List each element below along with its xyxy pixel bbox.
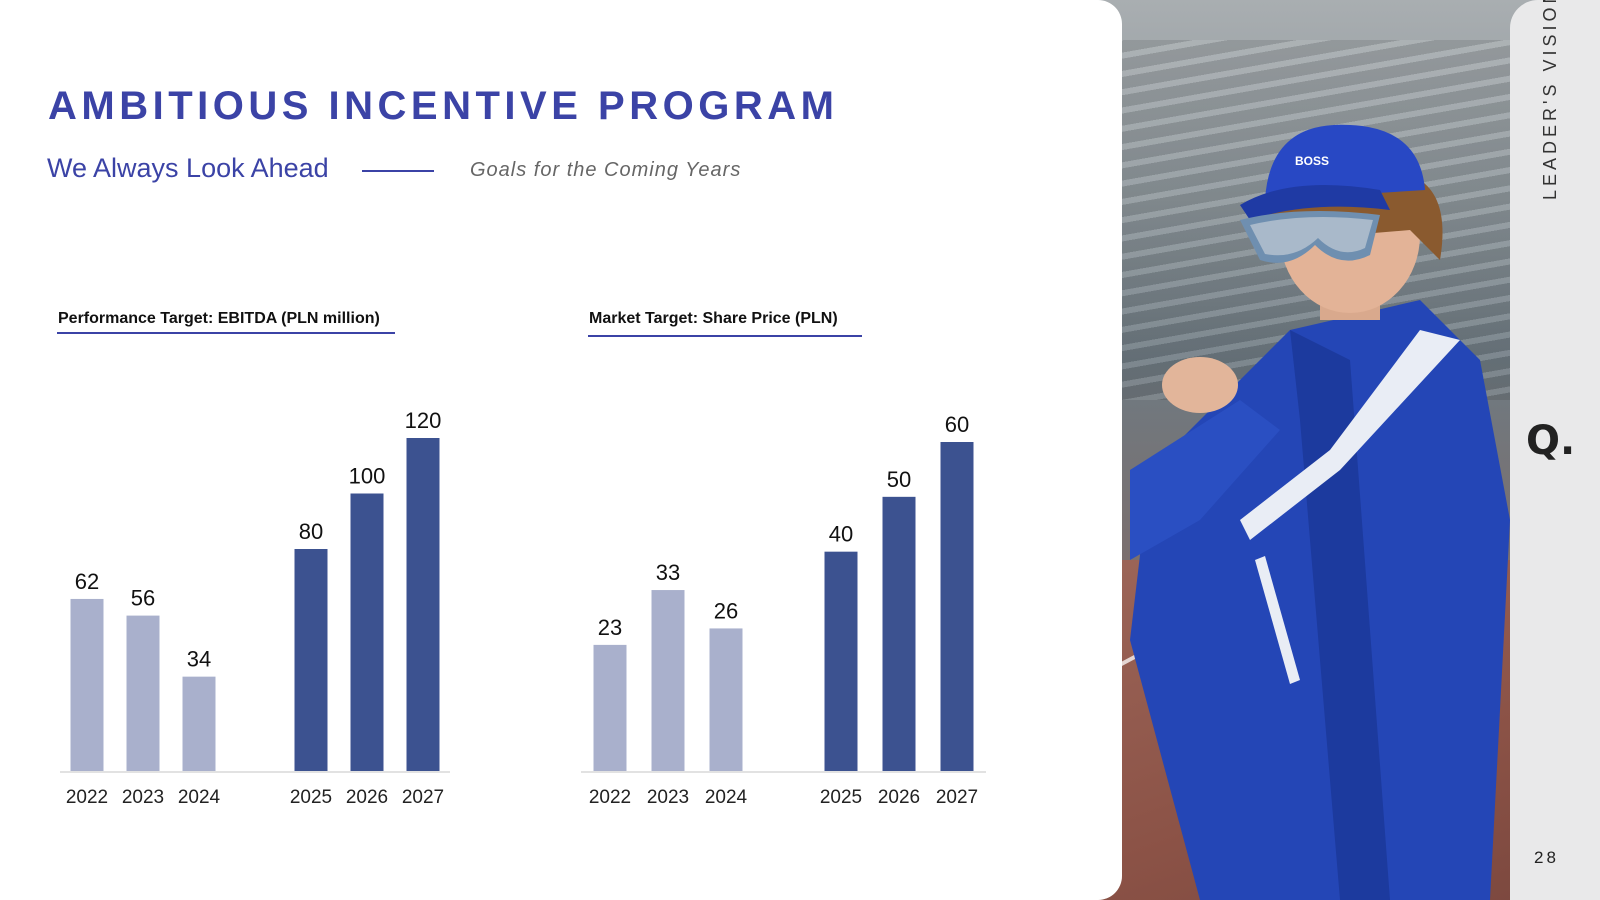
- data-label-2022: 23: [598, 615, 622, 640]
- x-tick-label-2027: 2027: [936, 787, 978, 808]
- x-tick-label-2023: 2023: [122, 787, 164, 808]
- bar-2027: [406, 438, 440, 771]
- chart-share-price-title: Market Target: Share Price (PLN): [589, 310, 838, 327]
- bar-2024: [709, 628, 743, 771]
- data-label-2023: 56: [131, 586, 155, 611]
- bar-2025: [294, 549, 328, 771]
- side-strip: [1510, 0, 1600, 900]
- x-tick-label-2026: 2026: [878, 787, 920, 808]
- athlete-figure: BOSS: [1130, 124, 1510, 900]
- x-tick-label-2022: 2022: [66, 787, 108, 808]
- page-tagline: Goals for the Coming Years: [470, 159, 742, 181]
- x-tick-label-2022: 2022: [589, 787, 631, 808]
- x-tick-label-2025: 2025: [290, 787, 332, 808]
- x-tick-label-2025: 2025: [820, 787, 862, 808]
- bar-2023: [126, 615, 160, 771]
- data-label-2027: 60: [945, 412, 969, 437]
- bar-2022: [70, 598, 104, 771]
- x-tick-label-2024: 2024: [705, 787, 748, 808]
- chart-ebitda-title-underline: [57, 332, 395, 334]
- data-label-2025: 40: [829, 522, 853, 547]
- x-tick-label-2024: 2024: [178, 787, 221, 808]
- chart-ebitda: 62 2022 56 2023 34 2024 80 2025 100 2026 120 2027: [60, 408, 450, 808]
- bar-2023: [651, 590, 685, 771]
- cap-logo-text: BOSS: [1295, 154, 1329, 168]
- data-label-2027: 120: [405, 408, 442, 433]
- bar-2026: [350, 493, 384, 771]
- page-title: AMBITIOUS INCENTIVE PROGRAM: [48, 84, 839, 128]
- data-label-2024: 34: [187, 647, 211, 672]
- bar-2027: [940, 442, 974, 771]
- chart-ebitda-title: Performance Target: EBITDA (PLN million): [58, 310, 380, 327]
- x-tick-label-2023: 2023: [647, 787, 689, 808]
- data-label-2026: 50: [887, 467, 911, 492]
- bar-2024: [182, 676, 216, 771]
- x-tick-label-2027: 2027: [402, 787, 444, 808]
- data-label-2023: 33: [656, 560, 680, 585]
- page-number: 28: [1534, 848, 1559, 867]
- chart-share-price-title-underline: [588, 335, 862, 337]
- data-label-2025: 80: [299, 519, 323, 544]
- bar-2022: [593, 644, 627, 771]
- section-label: LEADER'S VISION: [1540, 0, 1560, 200]
- x-tick-label-2026: 2026: [346, 787, 388, 808]
- data-label-2024: 26: [714, 598, 738, 623]
- subtitle-divider: [362, 170, 434, 172]
- bar-2025: [824, 551, 858, 771]
- chart-share-price: 23 2022 33 2023 26 2024 40 2025 50 2026 60 2027: [581, 412, 986, 808]
- bar-2026: [882, 496, 916, 771]
- data-label-2026: 100: [349, 464, 386, 489]
- brand-logo: Q.: [1526, 418, 1576, 464]
- data-label-2022: 62: [75, 569, 99, 594]
- page-subtitle: We Always Look Ahead: [47, 153, 329, 183]
